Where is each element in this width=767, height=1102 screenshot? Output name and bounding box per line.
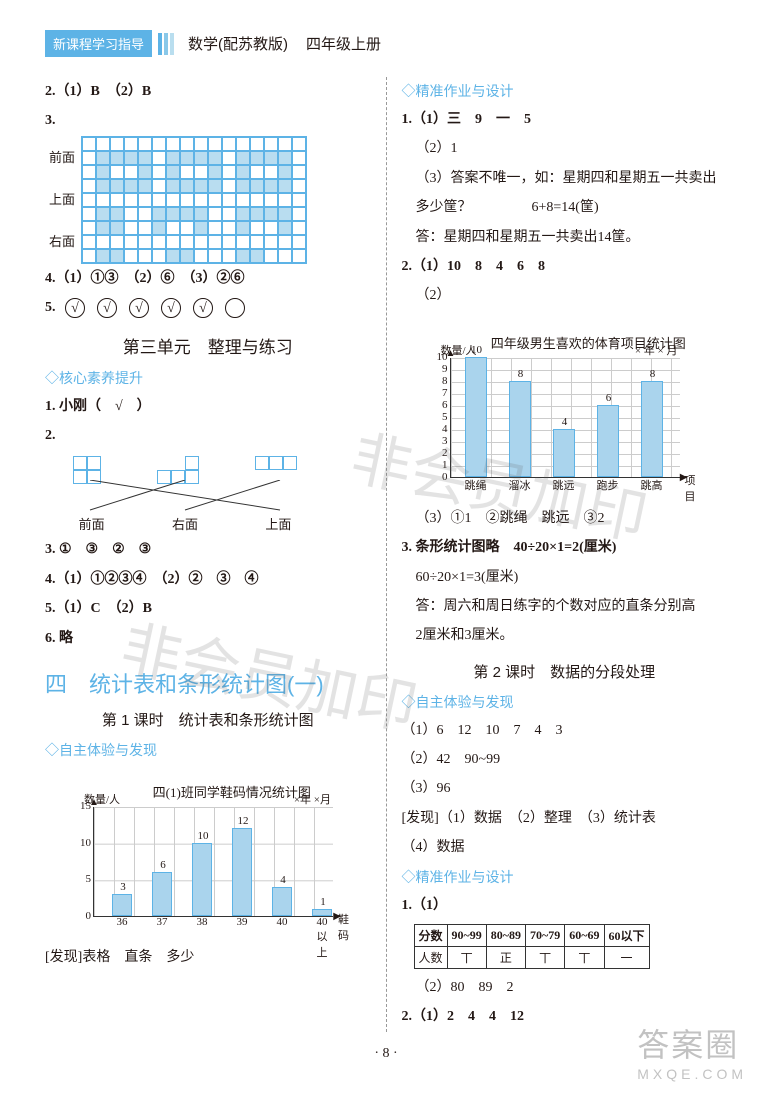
left-column: 2.（1）B （2）B 3. 前面 上面 右面 4.（1）①③ （2）⑥ （3）… [45,77,386,1032]
sports-chart: 四年级男生喜欢的体育项目统计图 012345678910数量/人× 年 × 月1… [422,315,728,500]
p1b: （2）80 89 2 [402,973,728,1002]
shoe-chart: 四(1)班同学鞋码情况统计图 051015数量/人×年 ×月3366371038… [65,764,371,939]
q2-lab-1: 右面 [172,514,198,533]
ans-5: 5. √√√√√ [45,293,371,322]
core-heading: 核心素养提升 [45,368,371,388]
d4: [发现]（1）数据 （2）整理 （3）统计表 [402,804,728,833]
decor-bars [158,33,176,55]
lesson1-title: 第 1 课时 统计表和条形统计图 [45,709,371,730]
r1e: 答：星期四和星期五一共卖出14筐。 [402,223,728,252]
q2-lab-0: 前面 [79,514,105,533]
d5: （4）数据 [402,833,728,862]
q2-lab-2: 上面 [265,514,291,533]
core-4: 4.（1）①②③④ （2）② ③ ④ [45,565,371,594]
r3a: 3. 条形统计图略 40÷20×1=2(厘米) [402,533,728,562]
precise-heading: 精准作业与设计 [402,81,728,101]
d1: （1）6 12 10 7 4 3 [402,716,728,745]
ans-3: 3. [45,106,371,135]
page-header: 新课程学习指导 数学(配苏教版) 四年级上册 [45,30,727,57]
right-column: 精准作业与设计 1.（1）三 9 一 5 （2）1 （3）答案不唯一，如：星期四… [386,77,728,1032]
subject: 数学(配苏教版) [188,33,288,54]
discover-heading-r: 自主体验与发现 [402,692,728,712]
d2: （2）42 90~99 [402,745,728,774]
series-badge: 新课程学习指导 [45,30,152,57]
ans-4: 4.（1）①③ （2）⑥ （3）②⑥ [45,264,371,293]
grade: 四年级上册 [306,33,381,54]
grid-figure: 前面 上面 右面 [49,136,371,264]
core-2: 2. [45,421,371,450]
lesson2-title: 第 2 课时 数据的分段处理 [402,661,728,682]
r2b: （2） [402,281,728,310]
r1a: 1.（1）三 9 一 5 [402,105,728,134]
core-5: 5.（1）C （2）B [45,594,371,623]
d3: （3）96 [402,774,728,803]
precise-heading-2: 精准作业与设计 [402,867,728,887]
core-1: 1. 小刚（ √ ） [45,392,371,421]
p1: 1.（1） [402,891,728,920]
unit4-title: 四 统计表和条形统计图(一) [45,667,371,699]
r2c: （3）①1 ②跳绳 跳远 ③2 [402,504,728,533]
core-3: 3. ① ③ ② ③ [45,535,371,564]
grid-label-front: 前面 [49,147,75,166]
grid-label-right: 右面 [49,231,75,250]
r3d: 2厘米和3厘米。 [402,621,728,650]
q2-figures: 前面 右面 上面 [45,456,371,533]
score-table: 分数90~9980~8970~7960~6960以下人数丅正丅丅一 [414,924,650,969]
ans-2: 2.（1）B （2）B [45,77,371,106]
grid-label-top: 上面 [49,189,75,208]
core-6: 6. 略 [45,624,371,653]
page-number: · 8 · [45,1046,727,1062]
ch2-title: 四年级男生喜欢的体育项目统计图 [450,333,728,352]
r3b: 60÷20×1=3(厘米) [402,563,728,592]
discover-heading-l: 自主体验与发现 [45,740,371,760]
unit3-title: 第三单元 整理与练习 [45,333,371,358]
r2a: 2.（1）10 8 4 6 8 [402,252,728,281]
r3c: 答：周六和周日练字的个数对应的直条分别高 [402,592,728,621]
site-logo: 答案圈 MXQE.COM [637,1020,747,1082]
r1c: （3）答案不唯一，如：星期四和星期五一共卖出 [402,164,728,193]
grid-9x16 [81,136,307,264]
r1d: 多少筐？6+8=14(筐) [402,193,728,222]
r1b: （2）1 [402,134,728,163]
